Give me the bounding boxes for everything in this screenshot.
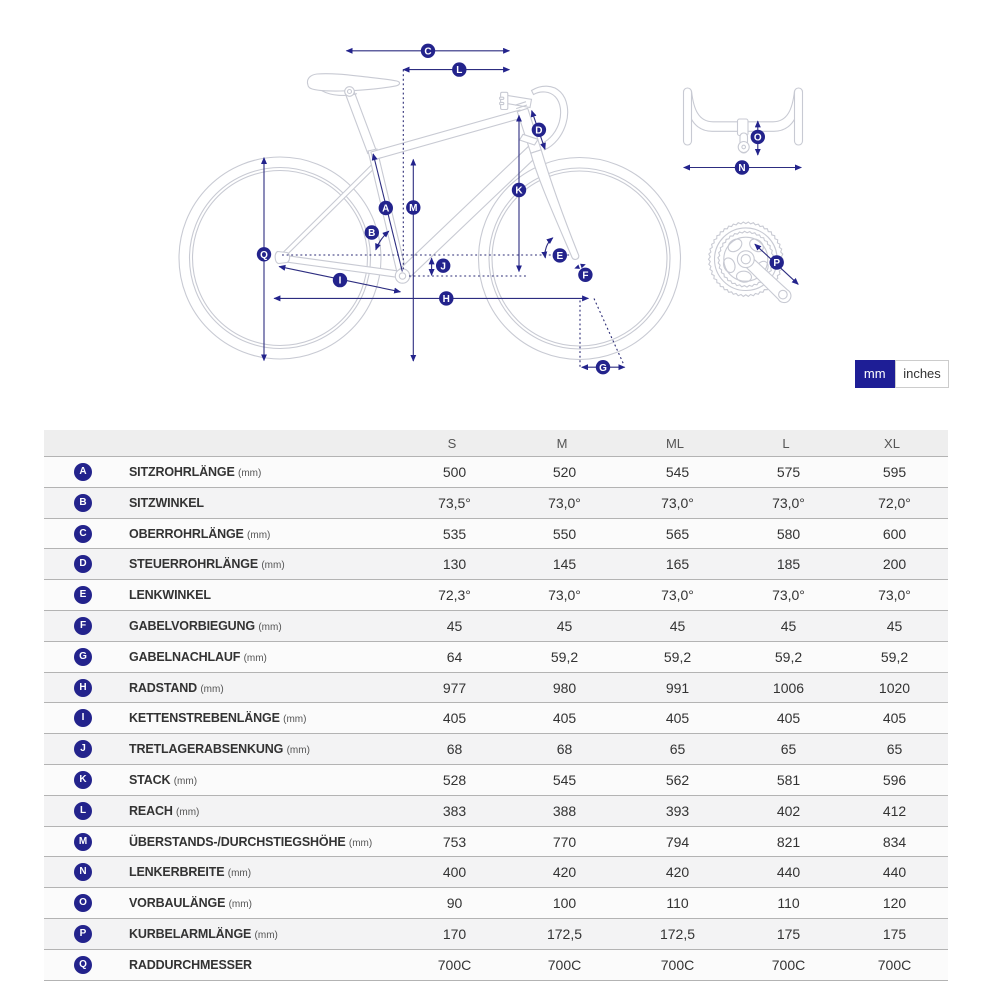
svg-text:M: M	[409, 203, 417, 214]
svg-text:N: N	[738, 163, 745, 174]
svg-text:H: H	[443, 294, 450, 305]
svg-text:B: B	[368, 228, 375, 239]
svg-text:I: I	[339, 276, 342, 287]
svg-text:J: J	[440, 261, 446, 272]
svg-text:K: K	[515, 186, 523, 197]
svg-text:E: E	[556, 251, 563, 262]
svg-text:L: L	[456, 65, 462, 76]
svg-text:Q: Q	[260, 250, 268, 261]
svg-text:A: A	[382, 204, 389, 215]
svg-text:P: P	[773, 258, 780, 269]
svg-text:C: C	[424, 46, 431, 57]
svg-text:O: O	[754, 133, 762, 144]
svg-text:G: G	[599, 363, 607, 374]
svg-text:D: D	[535, 125, 542, 136]
svg-text:F: F	[582, 270, 588, 281]
